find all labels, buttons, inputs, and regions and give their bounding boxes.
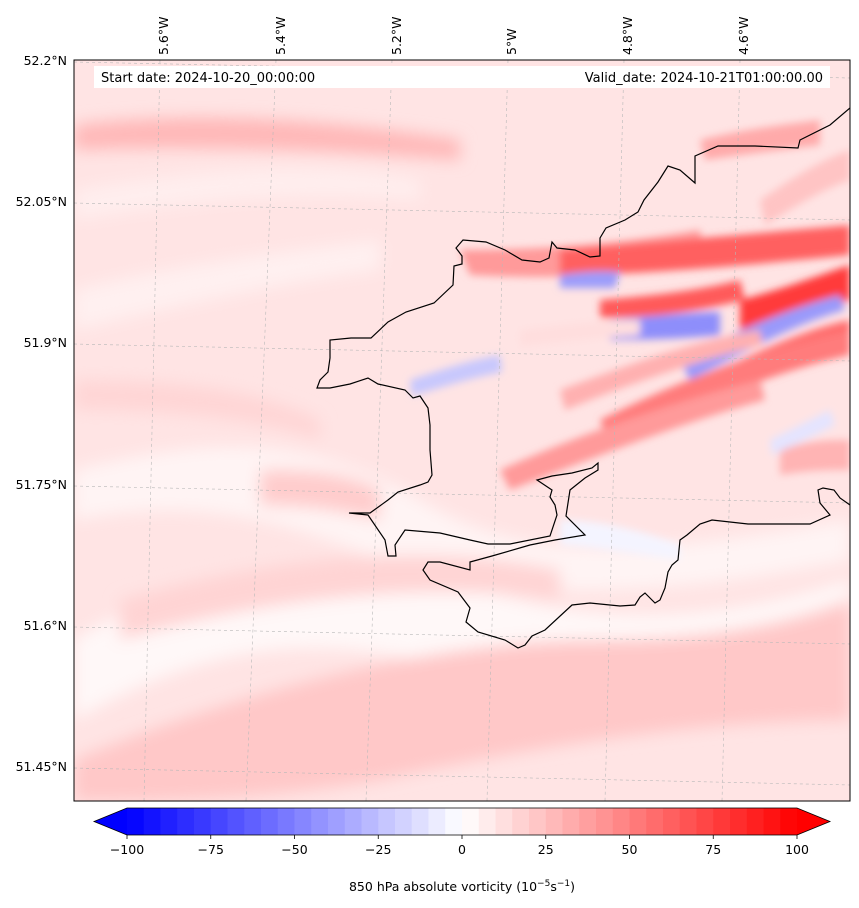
colorbar-segment (462, 808, 480, 835)
colorbar-segment (445, 808, 463, 835)
colorbar-segment (596, 808, 614, 835)
colorbar-segment (780, 808, 798, 835)
colorbar-extend-high (797, 808, 830, 835)
colorbar-tick-label: −75 (198, 842, 224, 857)
colorbar-segment (411, 808, 429, 835)
colorbar-segment (294, 808, 312, 835)
lat-tick-label: 51.45°N (16, 759, 67, 774)
colorbar-segment (679, 808, 697, 835)
colorbar-units-close: ) (570, 879, 575, 894)
lat-tick-label: 52.05°N (16, 194, 67, 209)
graticule (74, 60, 850, 801)
map-frame (73, 59, 851, 802)
colorbar-tick-label: 100 (785, 842, 809, 857)
colorbar-units: (10 (516, 879, 537, 894)
lat-tick-labels: 52.2°N 52.05°N 51.9°N 51.75°N 51.6°N 51.… (16, 53, 67, 774)
colorbar-segment (311, 808, 329, 835)
colorbar-tick-label: 75 (705, 842, 721, 857)
colorbar-segment (328, 808, 346, 835)
colorbar-segment (562, 808, 580, 835)
colorbar-segment (344, 808, 362, 835)
colorbar (92, 807, 832, 836)
lat-tick-label: 51.6°N (24, 618, 67, 633)
colorbar-tick-label: 50 (622, 842, 638, 857)
vorticity-field (74, 60, 850, 801)
lon-tick-label: 5.2°W (389, 17, 404, 56)
colorbar-segment (177, 808, 195, 835)
colorbar-segment (194, 808, 212, 835)
colorbar-tick-label: 25 (538, 842, 554, 857)
colorbar-segment (261, 808, 279, 835)
colorbar-tick-label: −25 (365, 842, 391, 857)
lon-tick-label: 5.4°W (273, 17, 288, 56)
colorbar-segment (127, 808, 145, 835)
lon-tick-label: 4.8°W (620, 17, 635, 56)
colorbar-segment (160, 808, 178, 835)
colorbar-segment (545, 808, 563, 835)
coastline (316, 107, 850, 649)
colorbar-ticks: −100 −75 −50 −25 0 25 50 75 100 (110, 835, 809, 857)
colorbar-variable: 850 hPa absolute vorticity (349, 879, 513, 894)
colorbar-units-mid: s (550, 879, 557, 894)
lat-tick-label: 51.75°N (16, 477, 67, 492)
lat-tick-label: 51.9°N (24, 335, 67, 350)
lon-tick-label: 5°W (504, 28, 519, 55)
colorbar-segment (529, 808, 547, 835)
colorbar-segment (730, 808, 748, 835)
colorbar-segment (277, 808, 295, 835)
colorbar-segment (378, 808, 396, 835)
colorbar-tick-label: 0 (458, 842, 466, 857)
colorbar-segment (428, 808, 446, 835)
colorbar-segment (663, 808, 681, 835)
colorbar-segment (143, 808, 161, 835)
colorbar-segment (210, 808, 228, 835)
colorbar-segment (361, 808, 379, 835)
start-date-label: Start date: 2024-10-20_00:00:00 (101, 71, 315, 86)
colorbar-segment (696, 808, 714, 835)
colorbar-segment (612, 808, 630, 835)
colorbar-segment (763, 808, 781, 835)
lon-tick-label: 5.6°W (156, 17, 171, 56)
colorbar-segment (244, 808, 262, 835)
colorbar-title: 850 hPa absolute vorticity (10−5s−1) (349, 879, 575, 894)
annotation-box (94, 66, 830, 88)
colorbar-segment (227, 808, 245, 835)
colorbar-tick-label: −50 (281, 842, 307, 857)
colorbar-segment (646, 808, 664, 835)
colorbar-segment (713, 808, 731, 835)
colorbar-segment (395, 808, 413, 835)
lon-tick-label: 4.6°W (736, 17, 751, 56)
colorbar-segment (478, 808, 496, 835)
colorbar-extend-low (94, 808, 127, 835)
colorbar-segment (579, 808, 597, 835)
colorbar-tick-label: −100 (110, 842, 144, 857)
colorbar-units-exp2: −1 (557, 879, 570, 889)
colorbar-segment (629, 808, 647, 835)
lat-tick-label: 52.2°N (24, 53, 67, 68)
colorbar-segment (512, 808, 530, 835)
valid-date-label: Valid_date: 2024-10-21T01:00:00.00 (585, 71, 823, 86)
colorbar-units-exp1: −5 (537, 879, 550, 889)
colorbar-segment (495, 808, 513, 835)
colorbar-segment (746, 808, 764, 835)
lon-tick-labels: 5.6°W 5.4°W 5.2°W 5°W 4.8°W 4.6°W (156, 17, 751, 56)
